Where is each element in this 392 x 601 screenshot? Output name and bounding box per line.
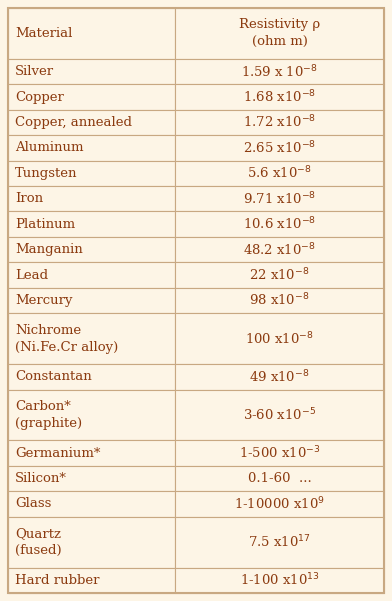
Text: Germanium*: Germanium* xyxy=(15,447,100,460)
Text: Nichrome
(Ni.Fe.Cr alloy): Nichrome (Ni.Fe.Cr alloy) xyxy=(15,324,118,353)
Text: Resistivity ρ
(ohm m): Resistivity ρ (ohm m) xyxy=(239,19,320,49)
Text: 1.72 x10$^{-8}$: 1.72 x10$^{-8}$ xyxy=(243,114,316,131)
Text: 1-500 x10$^{-3}$: 1-500 x10$^{-3}$ xyxy=(239,445,321,462)
Text: Hard rubber: Hard rubber xyxy=(15,574,100,587)
Bar xyxy=(175,491,384,517)
Bar xyxy=(8,313,175,364)
Text: Glass: Glass xyxy=(15,498,51,510)
Bar xyxy=(8,567,175,593)
Text: 1.68 x10$^{-8}$: 1.68 x10$^{-8}$ xyxy=(243,89,316,105)
Text: Aluminum: Aluminum xyxy=(15,141,83,154)
Bar xyxy=(8,110,175,135)
Bar xyxy=(175,364,384,389)
Bar xyxy=(8,263,175,288)
Bar xyxy=(8,389,175,441)
Bar xyxy=(175,263,384,288)
Text: 2.65 x10$^{-8}$: 2.65 x10$^{-8}$ xyxy=(243,139,316,156)
Text: Carbon*
(graphite): Carbon* (graphite) xyxy=(15,400,82,430)
Text: Copper, annealed: Copper, annealed xyxy=(15,116,132,129)
Text: Mercury: Mercury xyxy=(15,294,73,307)
Text: Iron: Iron xyxy=(15,192,43,206)
Text: Platinum: Platinum xyxy=(15,218,75,231)
Text: 49 x10$^{-8}$: 49 x10$^{-8}$ xyxy=(249,368,310,385)
Text: Copper: Copper xyxy=(15,91,64,103)
Bar xyxy=(175,237,384,263)
Text: Silicon*: Silicon* xyxy=(15,472,67,485)
Bar xyxy=(8,186,175,212)
Bar xyxy=(8,288,175,313)
Bar xyxy=(8,8,175,59)
Bar xyxy=(175,313,384,364)
Bar xyxy=(8,237,175,263)
Bar xyxy=(175,288,384,313)
Bar xyxy=(8,212,175,237)
Text: 1.59 x 10$^{-8}$: 1.59 x 10$^{-8}$ xyxy=(241,63,318,80)
Text: 100 x10$^{-8}$: 100 x10$^{-8}$ xyxy=(245,331,314,347)
Text: 98 x10$^{-8}$: 98 x10$^{-8}$ xyxy=(249,292,310,309)
Text: Silver: Silver xyxy=(15,65,54,78)
Text: 7.5 x10$^{17}$: 7.5 x10$^{17}$ xyxy=(248,534,311,551)
Bar xyxy=(8,517,175,567)
Bar xyxy=(8,59,175,84)
Bar xyxy=(8,84,175,110)
Bar xyxy=(175,84,384,110)
Text: Tungsten: Tungsten xyxy=(15,167,78,180)
Bar xyxy=(175,8,384,59)
Bar xyxy=(175,110,384,135)
Bar xyxy=(8,491,175,517)
Bar xyxy=(175,441,384,466)
Text: 5.6 x10$^{-8}$: 5.6 x10$^{-8}$ xyxy=(247,165,312,182)
Bar xyxy=(8,364,175,389)
Bar xyxy=(175,135,384,160)
Text: Lead: Lead xyxy=(15,269,48,281)
Bar xyxy=(175,59,384,84)
Text: 3-60 x10$^{-5}$: 3-60 x10$^{-5}$ xyxy=(243,407,316,423)
Text: Manganin: Manganin xyxy=(15,243,83,256)
Bar xyxy=(175,389,384,441)
Text: 10.6 x10$^{-8}$: 10.6 x10$^{-8}$ xyxy=(243,216,316,233)
Text: 0.1-60  ...: 0.1-60 ... xyxy=(248,472,312,485)
Text: 9.71 x10$^{-8}$: 9.71 x10$^{-8}$ xyxy=(243,191,316,207)
Bar xyxy=(175,466,384,491)
Text: 1-100 x10$^{13}$: 1-100 x10$^{13}$ xyxy=(240,572,319,588)
Text: 22 x10$^{-8}$: 22 x10$^{-8}$ xyxy=(249,267,310,283)
Bar xyxy=(8,160,175,186)
Text: Material: Material xyxy=(15,27,73,40)
Bar xyxy=(175,160,384,186)
Text: 48.2 x10$^{-8}$: 48.2 x10$^{-8}$ xyxy=(243,242,316,258)
Bar xyxy=(175,212,384,237)
Text: 1-10000 x10$^{9}$: 1-10000 x10$^{9}$ xyxy=(234,496,325,512)
Text: Constantan: Constantan xyxy=(15,370,92,383)
Bar xyxy=(8,135,175,160)
Bar xyxy=(175,186,384,212)
Bar xyxy=(8,466,175,491)
Text: Quartz
(fused): Quartz (fused) xyxy=(15,527,62,557)
Bar xyxy=(175,567,384,593)
Bar xyxy=(175,517,384,567)
Bar xyxy=(8,441,175,466)
